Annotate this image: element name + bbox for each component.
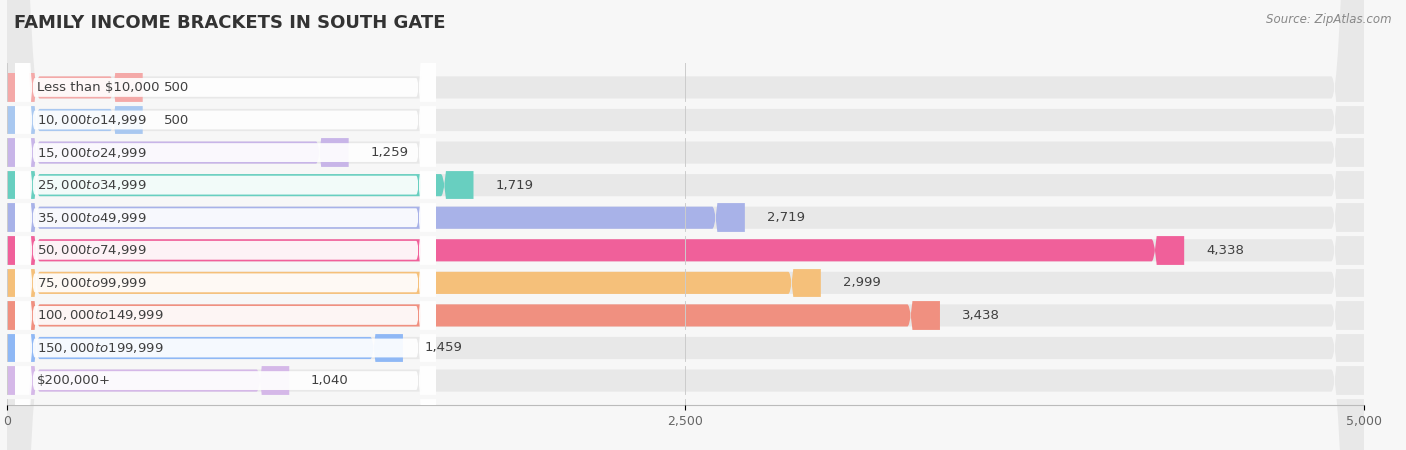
Text: 3,438: 3,438: [962, 309, 1000, 322]
FancyBboxPatch shape: [7, 0, 143, 450]
FancyBboxPatch shape: [15, 0, 436, 450]
FancyBboxPatch shape: [7, 0, 1364, 450]
FancyBboxPatch shape: [7, 0, 1364, 450]
FancyBboxPatch shape: [7, 0, 404, 450]
Text: $35,000 to $49,999: $35,000 to $49,999: [37, 211, 146, 225]
Text: $15,000 to $24,999: $15,000 to $24,999: [37, 145, 146, 160]
FancyBboxPatch shape: [7, 0, 143, 450]
FancyBboxPatch shape: [7, 0, 1364, 450]
Text: $100,000 to $149,999: $100,000 to $149,999: [37, 308, 163, 323]
FancyBboxPatch shape: [7, 0, 1364, 450]
Text: 500: 500: [165, 113, 190, 126]
FancyBboxPatch shape: [15, 0, 436, 450]
FancyBboxPatch shape: [7, 0, 941, 450]
Text: 1,040: 1,040: [311, 374, 349, 387]
Text: Less than $10,000: Less than $10,000: [37, 81, 159, 94]
FancyBboxPatch shape: [7, 0, 474, 450]
Text: 1,259: 1,259: [370, 146, 408, 159]
Text: FAMILY INCOME BRACKETS IN SOUTH GATE: FAMILY INCOME BRACKETS IN SOUTH GATE: [14, 14, 446, 32]
FancyBboxPatch shape: [15, 0, 436, 450]
FancyBboxPatch shape: [15, 0, 436, 450]
Text: 1,719: 1,719: [495, 179, 533, 192]
Text: $50,000 to $74,999: $50,000 to $74,999: [37, 243, 146, 257]
FancyBboxPatch shape: [15, 0, 436, 450]
FancyBboxPatch shape: [15, 0, 436, 450]
Text: 1,459: 1,459: [425, 342, 463, 355]
FancyBboxPatch shape: [7, 0, 290, 450]
Text: Source: ZipAtlas.com: Source: ZipAtlas.com: [1267, 14, 1392, 27]
FancyBboxPatch shape: [7, 0, 1364, 450]
FancyBboxPatch shape: [7, 0, 1184, 450]
Text: $200,000+: $200,000+: [37, 374, 111, 387]
Text: 500: 500: [165, 81, 190, 94]
FancyBboxPatch shape: [7, 0, 349, 450]
FancyBboxPatch shape: [15, 0, 436, 450]
Text: 2,999: 2,999: [842, 276, 880, 289]
FancyBboxPatch shape: [7, 0, 1364, 450]
Text: $75,000 to $99,999: $75,000 to $99,999: [37, 276, 146, 290]
FancyBboxPatch shape: [15, 0, 436, 450]
FancyBboxPatch shape: [15, 0, 436, 450]
FancyBboxPatch shape: [7, 0, 745, 450]
Text: $25,000 to $34,999: $25,000 to $34,999: [37, 178, 146, 192]
Text: 2,719: 2,719: [766, 211, 804, 224]
FancyBboxPatch shape: [7, 0, 1364, 450]
FancyBboxPatch shape: [7, 0, 1364, 450]
FancyBboxPatch shape: [7, 0, 1364, 450]
FancyBboxPatch shape: [7, 0, 1364, 450]
FancyBboxPatch shape: [7, 0, 821, 450]
Text: 4,338: 4,338: [1206, 244, 1244, 257]
Text: $150,000 to $199,999: $150,000 to $199,999: [37, 341, 163, 355]
FancyBboxPatch shape: [15, 0, 436, 450]
Text: $10,000 to $14,999: $10,000 to $14,999: [37, 113, 146, 127]
